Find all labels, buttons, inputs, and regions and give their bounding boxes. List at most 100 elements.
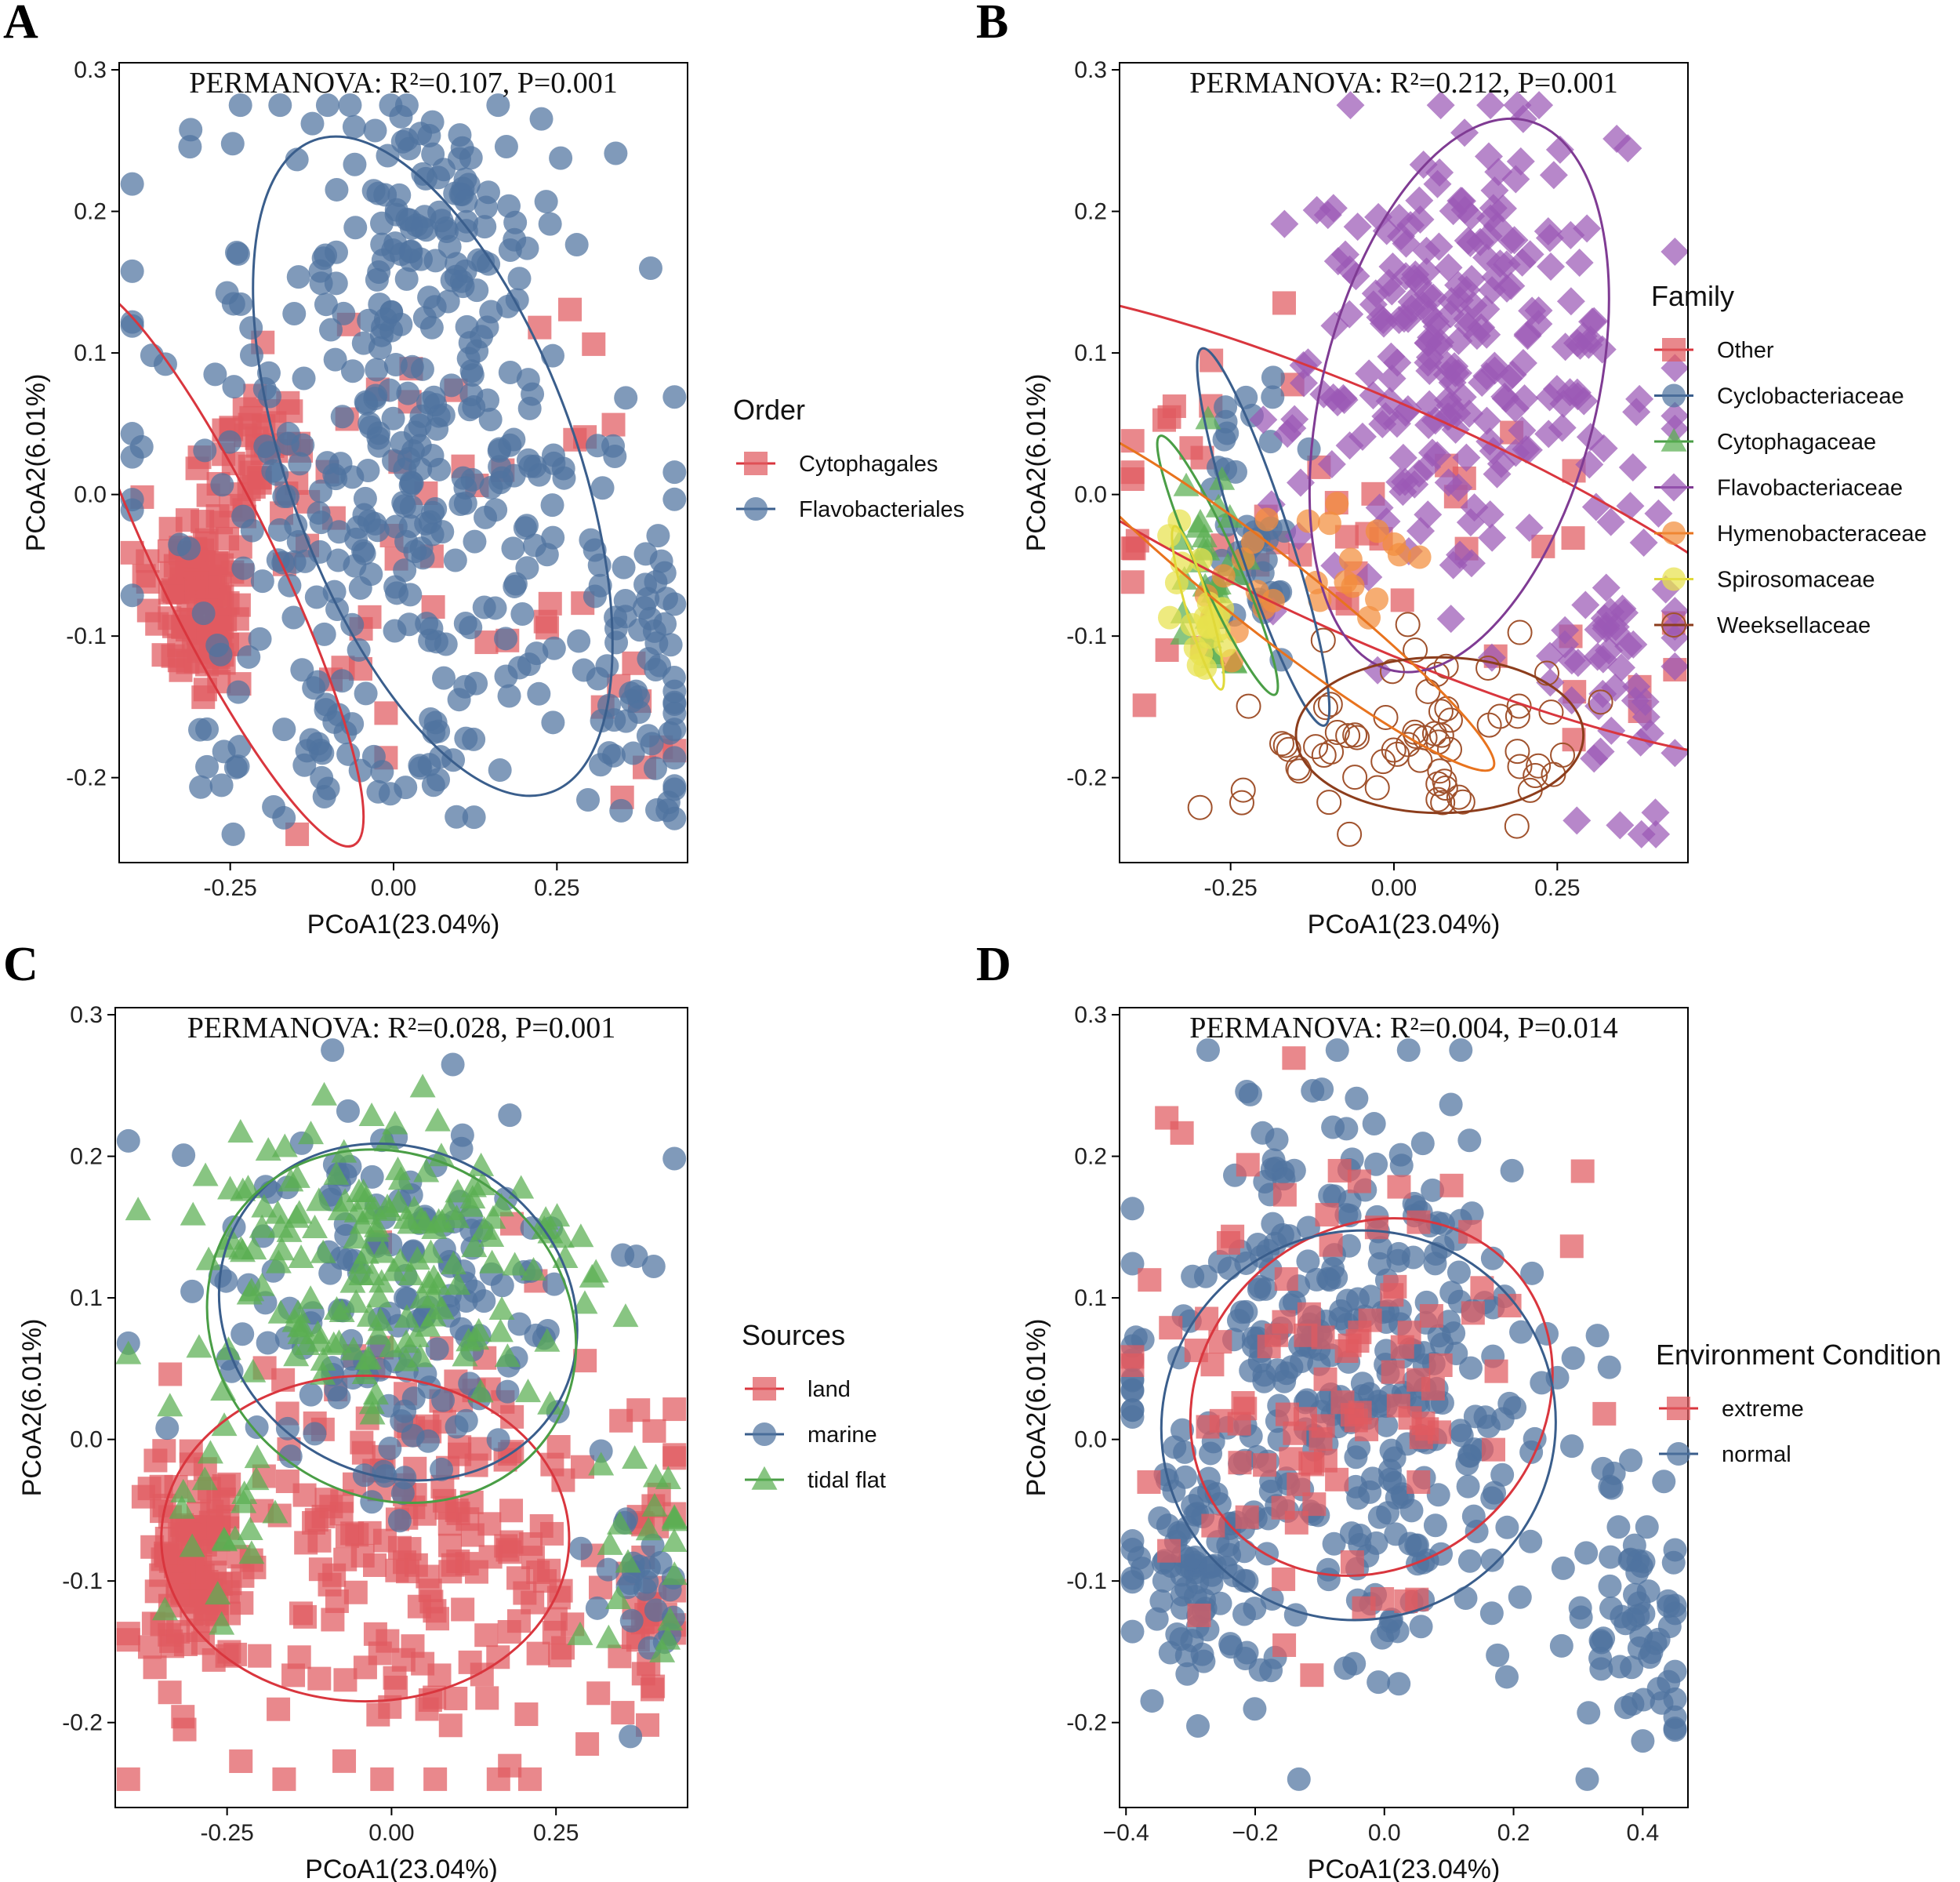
flavobacteriaceae-point	[1343, 213, 1372, 242]
weeksellaceae-point	[1588, 689, 1613, 715]
cyclobacteriaceae-point	[1215, 421, 1240, 445]
weeksellaceae-point	[1427, 758, 1453, 784]
weeksellaceae-point	[1425, 787, 1451, 812]
legend-label: tidal flat	[808, 1468, 886, 1493]
flavobacteriales-point	[265, 462, 289, 486]
legend-key	[744, 452, 768, 475]
normal-point	[1589, 1657, 1613, 1681]
normal-point	[1509, 1320, 1534, 1344]
marine-point	[299, 1382, 323, 1407]
flavobacteriales-point	[209, 642, 233, 667]
flavobacteriales-point	[507, 267, 532, 291]
land-point	[368, 1641, 392, 1666]
tidal-flat-point	[285, 1299, 311, 1324]
tidal-flat-point	[251, 1194, 278, 1218]
normal-point	[1379, 1608, 1403, 1632]
tidal-flat-point	[367, 1307, 394, 1332]
flavobacteriales-point	[120, 583, 144, 608]
legend-label: marine	[808, 1422, 877, 1448]
legend-item-extreme: extreme	[1659, 1397, 1804, 1422]
flavobacteriaceae-point	[1537, 252, 1566, 281]
normal-point	[1410, 1132, 1435, 1156]
weeksellaceae-point	[1437, 736, 1463, 762]
tidal-flat-point	[515, 1379, 542, 1403]
tidal-flat-point	[365, 1321, 391, 1345]
tidal-flat-point	[404, 1246, 430, 1270]
panel-c-points	[115, 1038, 688, 1791]
panel-c: C PERMANOVA: R²=0.028, P=0.001 -0.25 0.00 0.…	[3, 938, 886, 1882]
flavobacteriales-point	[188, 718, 212, 742]
legend-item-other: Other	[1654, 338, 1774, 363]
extreme-point	[1397, 1321, 1421, 1345]
flavobacteriales-point	[434, 632, 458, 656]
y-tick-label: 0.2	[74, 199, 107, 225]
tidal-flat-point	[195, 1246, 222, 1270]
flavobacteriales-point	[203, 362, 227, 387]
flavobacteriales-point	[603, 445, 627, 469]
cyclobacteriaceae-point	[1223, 460, 1247, 484]
normal-point	[1287, 1767, 1311, 1791]
other-point	[1390, 588, 1414, 612]
normal-point	[1170, 1582, 1194, 1607]
cytophagales-point	[535, 616, 560, 640]
legend-key	[753, 1422, 776, 1446]
flavobacteriaceae-point	[1452, 443, 1481, 472]
tidal-flat-point	[343, 1289, 369, 1313]
panel-a-y-axis: -0.2 -0.1 0.0 0.1 0.2 0.3	[66, 57, 119, 791]
flavobacteriales-point	[662, 679, 687, 703]
extreme-point	[1315, 1203, 1339, 1227]
land-point	[271, 1368, 296, 1392]
legend-item-land: land	[745, 1377, 851, 1402]
flavobacteriaceae-point	[1320, 311, 1349, 340]
normal-point	[1449, 1038, 1473, 1063]
tidal-flat-point	[230, 1489, 257, 1513]
flavobacteriales-point	[453, 611, 477, 635]
normal-point	[1178, 1546, 1202, 1571]
tidal-flat-point	[655, 1626, 681, 1650]
extreme-point	[1221, 1224, 1245, 1248]
tidal-flat-point	[606, 1510, 633, 1535]
land-point	[438, 1560, 463, 1584]
flavobacteriaceae-point	[1581, 492, 1610, 521]
flavobacteriales-point	[474, 505, 498, 529]
extreme-point	[1592, 1401, 1617, 1426]
normal-point	[1458, 1356, 1483, 1380]
extreme-point	[1301, 1452, 1325, 1477]
other-point	[1561, 526, 1585, 550]
land-point	[308, 1557, 332, 1582]
normal-point	[1480, 1548, 1504, 1572]
tidal-flat-point	[588, 1451, 615, 1476]
extreme-point	[1274, 1267, 1298, 1292]
y-tick-label: -0.2	[62, 1710, 103, 1736]
flavobacteriales-point	[612, 555, 636, 579]
flavobacteriales-point	[153, 352, 177, 376]
extreme-point	[1159, 1316, 1183, 1340]
cytophagales-point	[558, 297, 583, 322]
normal-point	[1186, 1714, 1210, 1738]
normal-point	[1523, 1426, 1547, 1451]
land-point	[475, 1686, 499, 1710]
flavobacteriaceae-point	[1573, 214, 1602, 243]
normal-point	[1495, 1665, 1519, 1689]
legend-label: extreme	[1722, 1397, 1804, 1422]
normal-point	[1339, 1521, 1363, 1546]
flavobacteriales-point	[322, 579, 347, 604]
tidal-flat-point	[304, 1320, 331, 1344]
tidal-flat-point	[348, 1250, 375, 1274]
marine-point	[431, 1388, 456, 1412]
normal-point	[1663, 1705, 1687, 1729]
flavobacteriales-point	[239, 316, 263, 340]
flavobacteriales-point	[436, 289, 460, 314]
tidal-flat-point	[403, 1323, 430, 1347]
y-tick-label: 0.1	[74, 340, 107, 366]
legend-key	[1662, 383, 1686, 408]
legend-item-tidal-flat: tidal flat	[745, 1466, 886, 1493]
tidal-flat-point	[604, 1585, 631, 1609]
flavobacteriaceae-point	[1472, 320, 1501, 349]
normal-point	[1325, 1038, 1349, 1063]
marine-point	[596, 1557, 620, 1582]
normal-point	[1619, 1448, 1643, 1473]
flavobacteriales-point	[659, 633, 683, 657]
flavobacteriaceae-point	[1563, 806, 1592, 835]
panel-c-letter: C	[3, 938, 38, 991]
